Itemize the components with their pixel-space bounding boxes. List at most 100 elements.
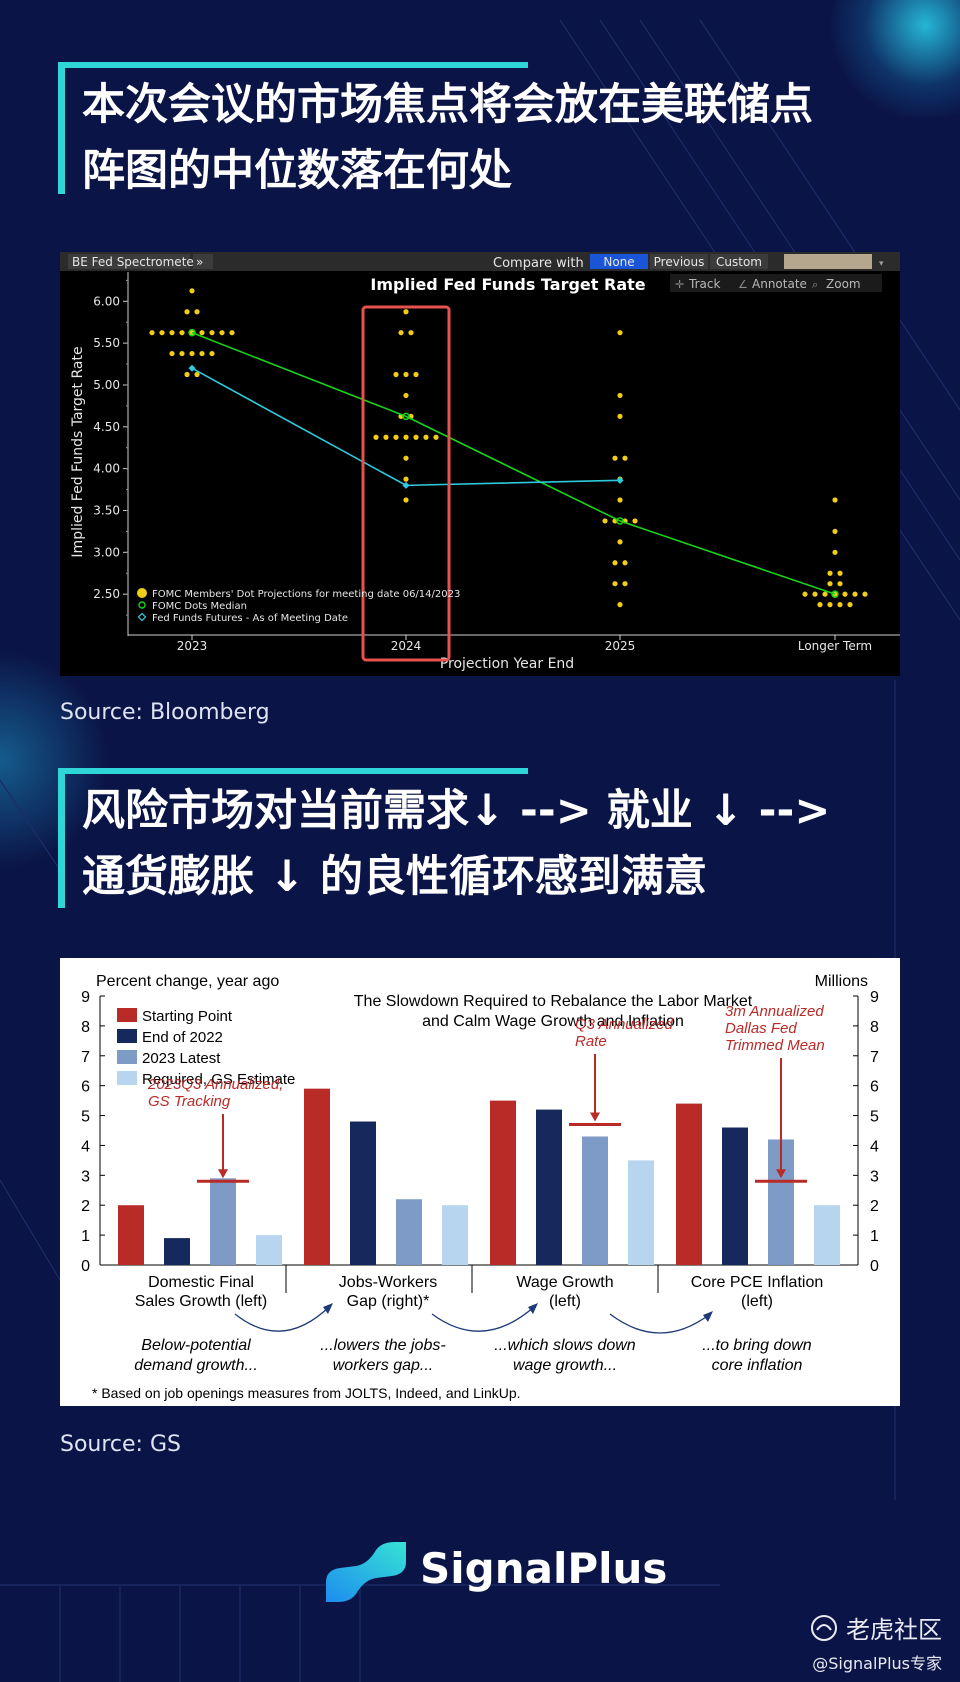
marker-label: GS Tracking bbox=[148, 1093, 231, 1110]
fomc-dot bbox=[832, 528, 838, 535]
category-label: Core PCE Inflation bbox=[691, 1274, 824, 1291]
bar-starting-point bbox=[676, 1103, 702, 1265]
fomc-dot bbox=[612, 560, 618, 566]
chart-title: and Calm Wage Growth and Inflation bbox=[422, 1013, 684, 1030]
heading-2-line: 风险市场对当前需求↓ --> 就业 ↓ --> bbox=[82, 786, 831, 836]
category-label: Wage Growth bbox=[516, 1274, 613, 1291]
legend-entry: 2023 Latest bbox=[142, 1050, 221, 1067]
y-tick-label-left: 9 bbox=[81, 989, 90, 1006]
tab-spectrometer[interactable] bbox=[68, 254, 190, 269]
chart-title: The Slowdown Required to Rebalance the L… bbox=[354, 993, 753, 1010]
median-point bbox=[402, 412, 410, 421]
arrow-down-icon bbox=[776, 1169, 786, 1179]
marker-label: Dallas Fed bbox=[725, 1020, 797, 1037]
category-label: Domestic Final bbox=[148, 1274, 254, 1291]
legend-entry: FOMC Members' Dot Projections for meetin… bbox=[152, 589, 460, 600]
annotate-icon[interactable]: ∠ bbox=[738, 278, 748, 291]
median-point bbox=[616, 517, 624, 525]
bar-chart: Percent change, year ago Millions The Slow… bbox=[81, 973, 879, 1401]
fomc-dot bbox=[179, 330, 185, 336]
track-icon[interactable]: ✛ bbox=[675, 278, 684, 291]
fomc-dot bbox=[403, 392, 409, 399]
fomc-dot bbox=[393, 434, 399, 440]
curved-arrow bbox=[234, 1305, 331, 1332]
legend-futures-marker bbox=[137, 612, 147, 622]
heading-2-line: 通货膨胀 ↓ 的良性循环感到满意 bbox=[82, 852, 707, 902]
fomc-dot bbox=[398, 330, 404, 336]
category-label: Sales Growth (left) bbox=[135, 1293, 267, 1310]
heading-section-1: 本次会议的市场焦点将会放在美联储点 阵图的中位数落在何处 bbox=[58, 62, 908, 196]
legend-entry: End of 2022 bbox=[142, 1029, 223, 1046]
marker-label: Q3 Annualized bbox=[575, 1016, 674, 1033]
zoom-tool[interactable]: Zoom bbox=[826, 277, 861, 291]
dot-plot-chart: BE Fed Spectrometer» Compare with None Prev… bbox=[60, 252, 900, 672]
fomc-dot bbox=[847, 602, 853, 608]
y-tick-label: 3.50 bbox=[93, 503, 120, 517]
compare-option-label: None bbox=[603, 255, 634, 269]
arrow-down-icon bbox=[218, 1169, 228, 1179]
y-tick-label: 4.00 bbox=[93, 462, 120, 476]
fomc-dot bbox=[179, 350, 185, 357]
fomc-dot bbox=[209, 330, 215, 336]
legend-swatch bbox=[117, 1050, 137, 1064]
signalplus-logo-icon bbox=[326, 1542, 406, 1602]
arrow-head-icon bbox=[528, 1303, 538, 1314]
fomc-dot bbox=[403, 455, 409, 461]
compare-option-custom[interactable] bbox=[710, 254, 768, 269]
legend-entry: FOMC Dots Median bbox=[152, 601, 247, 612]
y-tick-label-right: 1 bbox=[870, 1228, 879, 1245]
y-axis-label: Implied Fed Funds Target Rate bbox=[70, 346, 86, 557]
watermark: 老虎社区 bbox=[810, 1610, 942, 1645]
y-tick-label-right: 4 bbox=[870, 1138, 879, 1155]
compare-label: Compare with bbox=[493, 256, 584, 271]
legend-dot-marker bbox=[137, 588, 147, 598]
compare-option-none[interactable] bbox=[590, 254, 648, 269]
heading-section-2: 风险市场对当前需求↓ --> 就业 ↓ --> 通货膨胀 ↓ 的良性循环感到满意 bbox=[58, 768, 908, 908]
fomc-dot bbox=[617, 330, 623, 336]
fomc-dot bbox=[827, 581, 833, 587]
fomc-dot bbox=[209, 350, 215, 357]
fomc-dot bbox=[184, 309, 190, 315]
fomc-dot bbox=[837, 581, 843, 587]
narrative-text: workers gap... bbox=[333, 1357, 433, 1374]
watermark-handle: @SignalPlus专家 bbox=[812, 1654, 942, 1673]
dropdown-icon[interactable]: ▾ bbox=[879, 259, 884, 269]
fomc-dot bbox=[169, 350, 175, 357]
category-label: Gap (right)* bbox=[347, 1293, 430, 1310]
bar-starting-point bbox=[118, 1205, 144, 1265]
y-tick-label-right: 5 bbox=[870, 1109, 879, 1126]
compare-option-previous[interactable] bbox=[650, 254, 708, 269]
futures-point bbox=[402, 481, 410, 489]
fomc-dot bbox=[159, 330, 165, 336]
fomc-dot bbox=[383, 434, 389, 440]
track-tool[interactable]: Track bbox=[688, 277, 720, 291]
bar-2023-latest bbox=[210, 1178, 236, 1265]
footnote: * Based on job openings measures from JO… bbox=[92, 1385, 521, 1401]
fomc-dot bbox=[612, 581, 618, 587]
y-tick-label: 3.00 bbox=[93, 545, 120, 559]
fomc-dot bbox=[413, 434, 419, 440]
y-tick-label-left: 0 bbox=[81, 1258, 90, 1275]
fomc-dot bbox=[827, 570, 833, 576]
arrow-head-icon bbox=[703, 1311, 713, 1322]
fomc-dot bbox=[632, 518, 638, 524]
narrative-text: core inflation bbox=[712, 1357, 803, 1374]
bloomberg-chart-panel: BE Fed Spectrometer» Compare with None Prev… bbox=[60, 252, 900, 676]
marker-label: Rate bbox=[575, 1033, 607, 1050]
narrative-text: ...which slows down bbox=[494, 1337, 635, 1354]
expand-button[interactable] bbox=[193, 254, 213, 269]
legend-median-marker bbox=[138, 601, 146, 609]
annotate-tool[interactable]: Annotate bbox=[752, 277, 807, 291]
heading-1: 本次会议的市场焦点将会放在美联储点 阵图的中位数落在何处 bbox=[82, 62, 908, 204]
y-tick-label: 6.00 bbox=[93, 294, 120, 308]
custom-date-field[interactable] bbox=[784, 254, 872, 269]
fomc-dot bbox=[617, 497, 623, 503]
fomc-dot bbox=[617, 392, 623, 399]
fomc-dot bbox=[817, 602, 823, 608]
fomc-dot bbox=[169, 330, 175, 336]
futures-point bbox=[616, 476, 624, 484]
bar-starting-point bbox=[490, 1100, 516, 1265]
zoom-icon[interactable]: ⌕ bbox=[812, 278, 818, 291]
heading-accent-bar bbox=[58, 768, 528, 774]
fomc-dot bbox=[617, 539, 623, 545]
